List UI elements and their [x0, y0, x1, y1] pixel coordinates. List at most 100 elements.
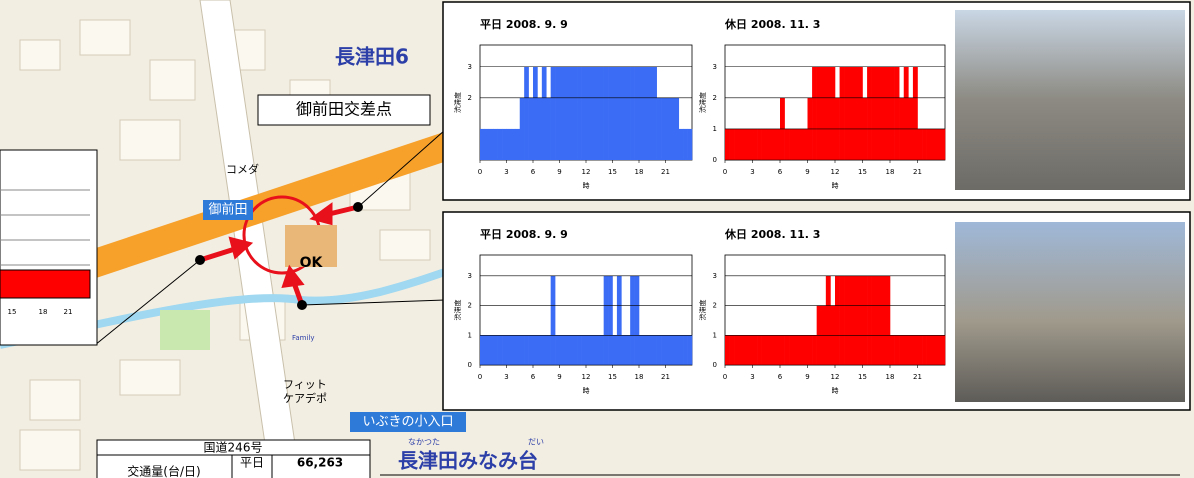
street-photo: [955, 222, 1185, 402]
place-label: 御前田: [208, 202, 247, 218]
bar: [639, 335, 644, 365]
bar: [917, 128, 923, 160]
shop-label: Family: [292, 334, 315, 342]
bar: [506, 335, 512, 365]
bar: [652, 335, 657, 365]
bar: [502, 335, 507, 365]
label-bg: [350, 412, 466, 432]
x-tick-label: 15: [608, 168, 617, 176]
bar: [555, 335, 560, 365]
bar: [770, 128, 776, 160]
x-axis-label: 時: [583, 182, 590, 190]
bar: [515, 128, 521, 160]
bar: [725, 335, 730, 365]
bar: [890, 66, 895, 160]
point: [297, 300, 307, 310]
x-tick-label: 0: [723, 168, 727, 176]
bar: [880, 275, 886, 365]
bar: [630, 66, 635, 160]
bar: [743, 335, 749, 365]
bar: [590, 66, 596, 160]
bar: [747, 335, 753, 365]
bar: [616, 275, 622, 365]
y-tick-label: 3: [713, 63, 717, 71]
bar: [480, 128, 485, 160]
y-tick-label: 1: [713, 125, 717, 133]
bar: [510, 128, 516, 160]
bar: [599, 335, 604, 365]
y-tick-label: 0: [468, 361, 472, 369]
x-tick-label: 21: [661, 373, 670, 381]
bar: [484, 335, 490, 365]
bar: [862, 275, 868, 365]
bar: [912, 66, 918, 160]
bar: [738, 128, 744, 160]
bar: [572, 66, 578, 160]
bar: [515, 335, 521, 365]
bar: [546, 97, 551, 160]
bar: [599, 66, 604, 160]
bar: [825, 66, 831, 160]
shop-label: フィット: [283, 378, 327, 391]
bar: [729, 128, 735, 160]
x-tick-label: 6: [531, 373, 536, 381]
bar: [537, 97, 543, 160]
x-axis-label: 時: [583, 387, 590, 395]
bar: [656, 97, 662, 160]
x-tick-label: 18: [635, 168, 644, 176]
bar: [568, 335, 574, 365]
bar: [871, 275, 877, 365]
bar: [577, 335, 582, 365]
bar: [519, 335, 525, 365]
bar: [590, 335, 596, 365]
bar: [639, 66, 644, 160]
bar: [922, 128, 927, 160]
bar: [480, 335, 485, 365]
bar: [683, 335, 688, 365]
y-tick-label: 0: [713, 156, 717, 164]
x-tick-label: 21: [913, 168, 922, 176]
bar: [903, 66, 909, 160]
bar: [634, 66, 640, 160]
traffic-table: 国道246号 交通量(台/日) 平日 66,263: [96, 439, 371, 478]
y-tick-label: 2: [713, 302, 717, 310]
bar: [541, 335, 547, 365]
y-tick-label: 3: [468, 272, 472, 280]
bar: [789, 335, 795, 365]
bar: [908, 335, 914, 365]
bar: [757, 128, 762, 160]
bar: [807, 335, 813, 365]
bar: [665, 335, 671, 365]
bar: [497, 128, 503, 160]
inset-panel: [0, 149, 98, 346]
bar: [647, 335, 653, 365]
bar: [559, 66, 565, 160]
inset-tick: 15: [8, 308, 17, 316]
bar: [497, 335, 503, 365]
bar: [661, 97, 666, 160]
bar: [816, 66, 822, 160]
bar: [533, 335, 538, 365]
arrows: [199, 202, 359, 306]
bar: [563, 335, 569, 365]
bar: [603, 275, 609, 365]
bar: [625, 66, 631, 160]
leader-lines: [94, 129, 446, 346]
district-label: 長津田6: [335, 45, 409, 69]
x-tick-label: 0: [478, 373, 482, 381]
bar: [770, 335, 776, 365]
bar: [848, 66, 854, 160]
bar: [931, 128, 937, 160]
bar: [669, 97, 675, 160]
shop-label: OK: [300, 255, 324, 271]
bar: [608, 275, 613, 365]
x-tick-label: 9: [805, 373, 809, 381]
bar: [502, 128, 507, 160]
x-tick-label: 21: [913, 373, 922, 381]
bar: [876, 275, 882, 365]
bar: [894, 335, 900, 365]
bar: [761, 335, 767, 365]
bar: [757, 335, 762, 365]
bar: [853, 66, 859, 160]
bar: [734, 128, 740, 160]
